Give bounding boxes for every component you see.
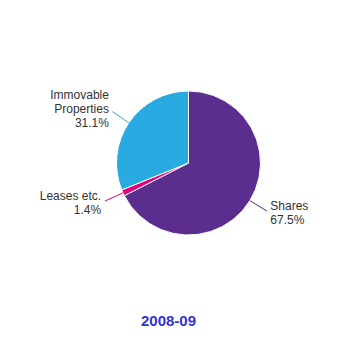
svg-text:ImmovableProperties31.1%: ImmovableProperties31.1% <box>50 88 109 130</box>
html-text:2008-09: 2008-09 <box>141 312 196 329</box>
svg-text:Leases etc.1.4%: Leases etc.1.4% <box>40 189 102 217</box>
svg-text:Shares67.5%: Shares67.5% <box>270 199 308 227</box>
